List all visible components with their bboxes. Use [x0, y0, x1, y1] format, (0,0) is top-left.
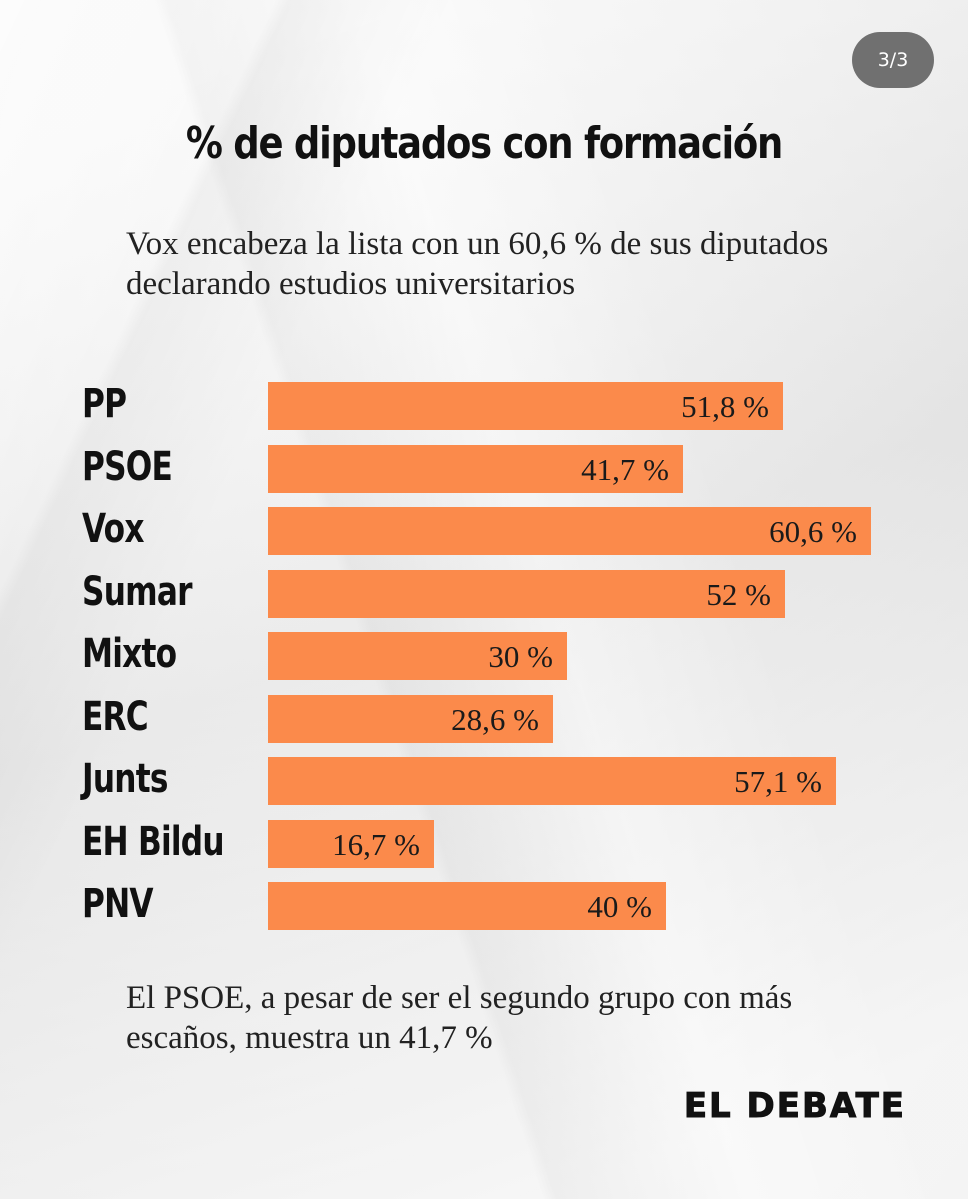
page-indicator-badge[interactable]: 3/3 — [852, 32, 934, 88]
bar: 28,6 % — [268, 694, 553, 743]
brand-logo: EL DEBATE — [683, 1086, 906, 1127]
bar: 30 % — [268, 632, 567, 680]
bar: 60,6 % — [268, 507, 871, 555]
bar-value-label: 52 % — [706, 576, 771, 612]
category-label: PSOE — [82, 443, 173, 490]
bar: 51,8 % — [268, 382, 783, 430]
bar: 40 % — [268, 882, 666, 930]
category-label: Vox — [82, 506, 144, 552]
chart-title: % de diputados con formación — [185, 118, 783, 169]
bar-value-label: 30 % — [488, 639, 553, 674]
bar-value-label: 16,7 % — [332, 826, 420, 862]
bar: 16,7 % — [268, 819, 434, 868]
category-label: Mixto — [82, 631, 177, 677]
category-label: ERC — [82, 693, 149, 740]
bar-value-label: 40 % — [587, 889, 652, 924]
bar: 52 % — [268, 569, 785, 618]
bar-value-label: 57,1 % — [734, 764, 822, 799]
bar: 57,1 % — [268, 757, 836, 805]
chart-subtitle: Vox encabeza la lista con un 60,6 % de s… — [126, 226, 829, 302]
category-label: Sumar — [82, 568, 193, 615]
footnote: El PSOE, a pesar de ser el segundo grupo… — [126, 980, 793, 1056]
bar-value-label: 28,6 % — [451, 701, 539, 737]
category-label: PNV — [82, 881, 154, 927]
bar: 41,7 % — [268, 444, 683, 493]
category-label: PP — [82, 381, 127, 427]
bar-value-label: 60,6 % — [769, 514, 857, 549]
bar-value-label: 41,7 % — [581, 451, 669, 487]
category-label: EH Bildu — [82, 818, 225, 865]
category-label: Junts — [82, 756, 168, 802]
bar-value-label: 51,8 % — [681, 389, 769, 424]
